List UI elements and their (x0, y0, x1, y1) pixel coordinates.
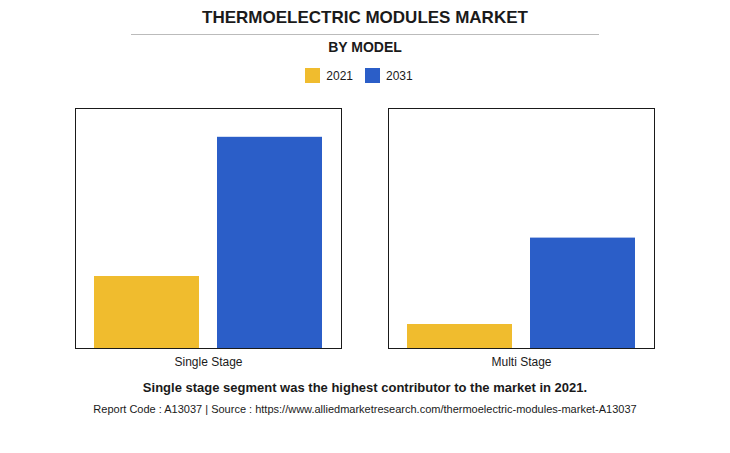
html-text:THERMOELECTRIC MODULES MARKET: THERMOELECTRIC MODULES MARKET (202, 8, 528, 27)
html-text:BY MODEL: BY MODEL (328, 39, 402, 55)
html-text:Single stage segment was the h: Single stage segment was the highest con… (142, 380, 588, 395)
svg-text:Single Stage: Single Stage (174, 355, 242, 369)
html-text:2031: 2031 (386, 68, 413, 83)
svg-text:Multi Stage: Multi Stage (491, 355, 551, 369)
html-text:Report Code : A13037 | Source: Report Code : A13037 | Source : https://… (93, 403, 637, 415)
html-text:2021: 2021 (326, 68, 353, 83)
